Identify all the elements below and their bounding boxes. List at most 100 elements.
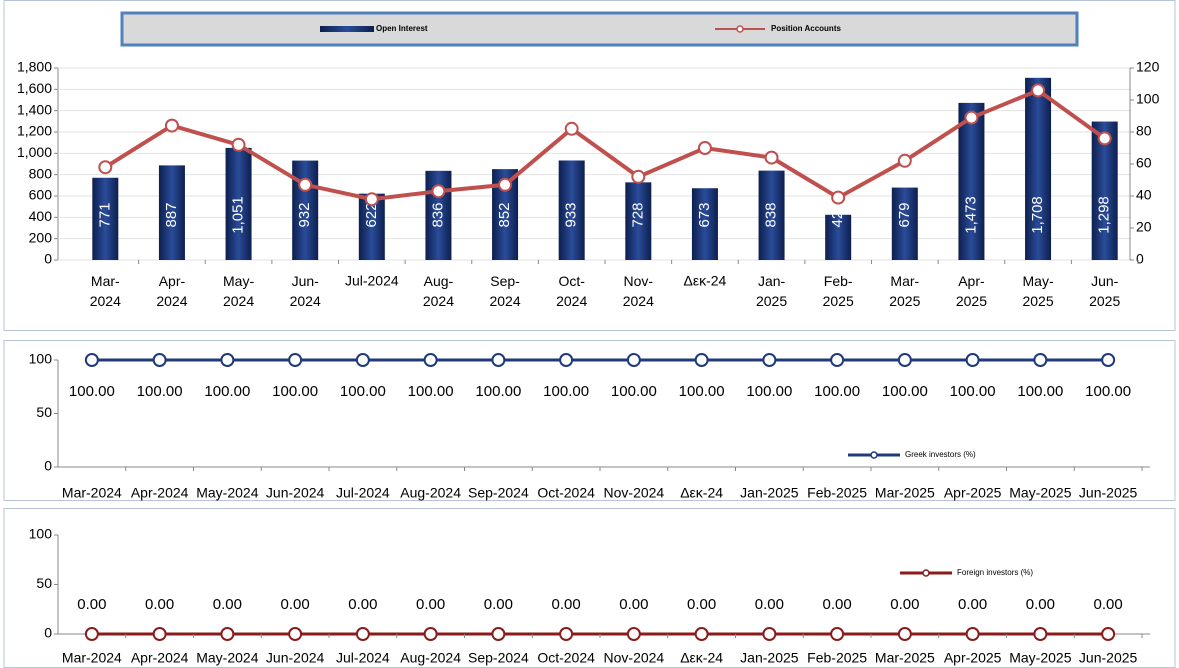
line-marker [764,150,779,165]
x-tick-label: Apr-2024 [131,485,189,501]
x-tick-label-line: 2025 [1089,293,1120,309]
line-marker [1033,353,1048,367]
legend-swatch [922,569,930,577]
data-label: 0.00 [348,596,377,613]
x-tick-label: Mar-2025 [889,273,920,309]
line-marker [355,353,370,367]
x-tick-label: Apr-2025 [944,650,1002,666]
x-tick-label-line: Apr- [958,273,985,289]
legend-swatch [320,26,374,32]
x-tick-label: Δεκ-24 [680,485,723,501]
y-tick-label: 100 [29,526,53,542]
y-tick-label: 1,600 [17,80,52,96]
line-marker [288,627,303,641]
data-label: 0.00 [484,596,513,613]
data-label: 0.00 [1026,596,1055,613]
x-tick-label: Mar-2024 [90,273,121,309]
data-label: 0.00 [823,596,852,613]
line-marker [564,121,579,136]
x-tick-label-line: Sep- [490,273,520,289]
data-label: 0.00 [416,596,445,613]
data-label: 0.00 [213,596,242,613]
chart-frame [3,0,1176,331]
x-tick-label: May-2025 [1009,650,1071,666]
x-tick-label-line: 2024 [290,293,321,309]
x-tick-label: Jan-2025 [756,273,787,309]
y-tick-label: 600 [29,187,53,203]
line-marker [1101,353,1116,367]
x-tick-label: Aug-2024 [423,273,454,309]
x-tick-label-line: 2025 [956,293,987,309]
chart-frame [3,340,1176,501]
line-marker [84,353,99,367]
data-label: 100.00 [340,383,386,400]
bar-value-label: 622 [363,202,380,227]
line-marker [491,353,506,367]
bar-value-label: 838 [763,202,780,227]
x-tick-label: Apr-2024 [156,273,187,309]
line-marker [626,353,641,367]
data-label: 0.00 [281,596,310,613]
x-tick-label: May-2025 [1009,485,1071,501]
y2-tick-label: 40 [1136,187,1152,203]
y-tick-label: 200 [29,229,53,245]
x-tick-label-line: May- [223,273,254,289]
line-marker [1033,627,1048,641]
x-tick-label: Apr- 2025 [956,273,987,309]
x-tick-label-line: Nov- [624,273,654,289]
line [104,88,1106,202]
y-tick-label: 800 [29,165,53,181]
bar [158,165,185,260]
x-tick-label: Jan-2025 [740,650,799,666]
x-tick-label: Mar-2025 [875,650,935,666]
x-tick-label-line: 2024 [556,293,587,309]
x-tick-label-line: May- [1023,273,1054,289]
data-label: 0.00 [755,596,784,613]
x-tick-label: Δεκ-24 [680,650,723,666]
x-tick-label: Aug-2024 [400,650,461,666]
data-label: 100.00 [746,383,792,400]
data-label: 100.00 [69,383,115,400]
data-label: 100.00 [1085,383,1131,400]
bar-value-label: 1,298 [1096,196,1113,234]
y2-tick-label: 20 [1136,219,1152,235]
data-label: 0.00 [958,596,987,613]
y2-tick-label: 100 [1136,91,1160,107]
x-tick-label: Sep-2024 [489,273,520,309]
bar-value-label: 852 [496,202,513,227]
line-marker [559,627,574,641]
data-label: 100.00 [408,383,454,400]
line-marker [152,353,167,367]
bar [758,170,785,260]
line-marker [965,627,980,641]
line-marker [498,177,513,192]
bar-value-label: 728 [629,202,646,227]
y-tick-label: 100 [29,351,53,367]
x-tick-label: Apr-2024 [131,650,189,666]
x-tick-label: Sep-2024 [468,650,529,666]
line-marker [164,118,179,133]
line-marker [152,627,167,641]
x-tick-label: Nov- 2024 [623,273,654,309]
data-label: 100.00 [950,383,996,400]
line-marker [831,190,846,205]
x-tick-label: May-2024 [196,650,258,666]
bar [92,177,119,260]
data-label: 100.00 [814,383,860,400]
bar [558,160,585,260]
y-tick-label: 0 [44,458,52,474]
data-label: 100.00 [679,383,725,400]
data-label: 0.00 [552,596,581,613]
x-tick-label: Mar-2024 [62,485,122,501]
x-tick-label-line: Apr- [159,273,186,289]
line-marker [231,137,246,152]
line-marker [830,353,845,367]
line-marker [830,627,845,641]
y-tick-label: 1,400 [17,101,52,117]
x-tick-label: Δεκ-24 [684,273,727,289]
x-tick-label-line: 2024 [623,293,654,309]
x-tick-label-line: 2025 [1022,293,1053,309]
line-marker [965,353,980,367]
legend-box [120,11,1079,47]
